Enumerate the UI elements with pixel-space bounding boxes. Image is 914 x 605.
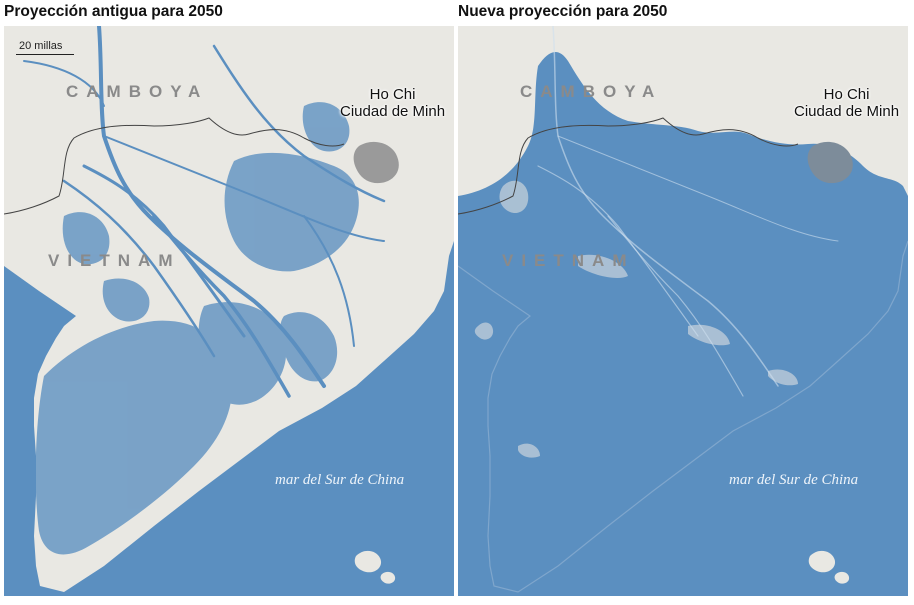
cambodia-label: CAMBOYA <box>520 82 663 101</box>
flood-areas <box>35 102 359 555</box>
flood-areas <box>458 52 908 596</box>
hcmc-label: Ho Chi Ciudad de Minh <box>794 86 899 120</box>
island <box>380 571 396 584</box>
new-projection-panel: Nueva proyección para 2050 <box>458 0 908 605</box>
coastline <box>458 240 908 593</box>
cambodia-label: CAMBOYA <box>66 82 209 101</box>
vietnam-label: VIETNAM <box>502 251 635 270</box>
rivers <box>537 26 839 397</box>
hcmc-urban-area <box>807 141 853 184</box>
island <box>834 571 850 584</box>
sea-area <box>4 241 454 596</box>
new-projection-map-graphic <box>458 26 908 596</box>
old-projection-title: Proyección antigua para 2050 <box>4 3 223 20</box>
residual-land <box>474 180 798 458</box>
country-border <box>458 117 799 215</box>
sea-label: mar del Sur de China <box>275 472 405 488</box>
scale-bar: 20 millas <box>16 40 74 55</box>
hcmc-urban-area <box>353 141 399 184</box>
scale-label: 20 millas <box>19 40 63 52</box>
island <box>808 550 836 573</box>
sea-label: mar del Sur de China <box>729 472 859 488</box>
vietnam-label: VIETNAM <box>48 251 181 270</box>
old-projection-map-graphic <box>4 26 454 596</box>
scale-line <box>16 54 74 55</box>
country-border <box>4 117 345 215</box>
hcmc-label-line2: Ciudad de Minh <box>340 103 446 120</box>
hcmc-label-line2: Ciudad de Minh <box>794 103 900 120</box>
hcmc-label-line1: Ho Chi <box>369 86 416 103</box>
hcmc-label-line1: Ho Chi <box>823 86 870 103</box>
island <box>354 550 382 573</box>
new-projection-title: Nueva proyección para 2050 <box>458 3 668 20</box>
old-projection-panel: Proyección antigua para 2050 <box>4 0 454 605</box>
old-projection-map: 20 millas CAMBOYA VIETNAM Ho Chi Ciudad … <box>4 26 454 596</box>
hcmc-label: Ho Chi Ciudad de Minh <box>340 86 445 120</box>
new-projection-map: CAMBOYA VIETNAM Ho Chi Ciudad de Minh ma… <box>458 26 908 596</box>
